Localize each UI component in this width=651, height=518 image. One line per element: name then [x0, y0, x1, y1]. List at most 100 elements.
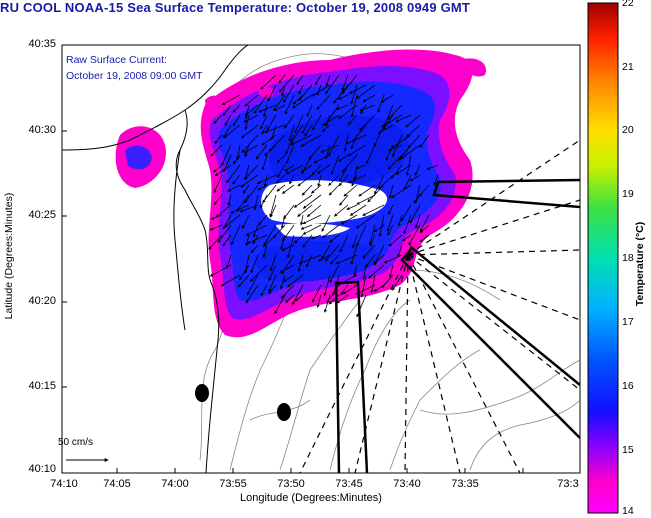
current-vector — [250, 254, 259, 274]
current-vector — [301, 114, 313, 135]
current-vector — [414, 164, 421, 176]
current-vector — [252, 234, 259, 245]
current-vector — [341, 74, 349, 92]
y-tick-label: 40:15 — [28, 380, 56, 392]
current-vector — [340, 214, 358, 225]
current-vector — [415, 214, 421, 229]
current-vector — [381, 114, 403, 128]
current-vector — [260, 74, 277, 90]
current-vector — [317, 254, 331, 262]
current-vector — [277, 164, 286, 178]
current-vector — [389, 264, 394, 278]
current-vector — [238, 274, 250, 288]
current-vector — [400, 204, 412, 222]
colorbar-title: Temperature (°C) — [634, 221, 646, 307]
current-vector — [232, 114, 241, 127]
current-vector — [388, 184, 394, 199]
radar-coverage-outlines — [334, 178, 580, 473]
current-vector — [339, 234, 349, 253]
current-vector — [321, 244, 331, 259]
current-vector — [359, 114, 376, 131]
current-vector — [222, 214, 232, 230]
current-vector — [253, 94, 268, 114]
current-vector — [209, 224, 223, 231]
current-vector — [358, 184, 376, 197]
current-vector — [267, 84, 277, 102]
current-vector — [301, 184, 313, 196]
current-vector — [335, 254, 358, 265]
current-vector — [230, 204, 250, 214]
current-vector — [373, 254, 385, 265]
current-vector — [328, 134, 340, 157]
current-vector — [362, 94, 376, 102]
y-tick-label: 40:30 — [28, 124, 56, 136]
y-tick-label: 40:10 — [28, 463, 56, 475]
current-vector — [281, 84, 286, 97]
current-vector — [285, 144, 295, 165]
current-vector — [300, 214, 304, 226]
current-vector — [333, 204, 349, 217]
current-vector — [263, 174, 268, 188]
current-vector — [241, 134, 259, 153]
current-vector — [308, 144, 322, 160]
current-vector — [336, 294, 349, 304]
current-vector — [321, 114, 340, 126]
x-tick-label: 73:40 — [393, 478, 421, 490]
current-vector — [283, 84, 295, 103]
current-vector — [298, 254, 322, 265]
current-vector — [214, 164, 232, 177]
current-vector — [400, 144, 421, 160]
current-vector — [338, 154, 349, 162]
x-tick-label: 73:55 — [219, 478, 247, 490]
current-vector — [407, 134, 421, 149]
current-vector — [227, 194, 232, 206]
current-vector — [249, 264, 268, 282]
current-vector — [374, 124, 385, 147]
current-vector — [245, 224, 268, 236]
current-vector — [352, 124, 367, 143]
current-vector — [311, 164, 322, 176]
current-vector — [337, 274, 358, 286]
current-vector — [403, 214, 412, 235]
current-vector — [292, 94, 304, 105]
current-vector — [261, 134, 277, 146]
colorbar-tick-label: 14 — [622, 505, 634, 517]
current-vector — [383, 104, 394, 127]
current-vector — [280, 234, 286, 250]
current-vector — [268, 274, 277, 293]
current-vector — [273, 104, 286, 112]
current-vector — [232, 154, 241, 165]
current-vector — [352, 234, 358, 249]
current-vector — [316, 94, 331, 110]
current-vector — [323, 274, 331, 297]
current-vector — [262, 184, 277, 204]
current-vector — [359, 104, 376, 112]
current-vector — [282, 224, 295, 242]
current-vector — [245, 234, 250, 247]
current-vector — [236, 144, 241, 161]
marker-ellipse-1 — [195, 384, 209, 402]
current-vector — [217, 224, 232, 243]
current-vector — [395, 164, 412, 175]
current-vector — [292, 284, 304, 306]
current-vector — [388, 144, 403, 152]
axis-ticks — [61, 44, 524, 474]
current-vector — [268, 284, 277, 295]
current-vector — [409, 204, 421, 224]
colorbar-tick-label: 20 — [622, 124, 634, 136]
current-vector — [262, 104, 268, 118]
scale-label: 50 cm/s — [58, 437, 94, 448]
current-vector — [236, 194, 250, 212]
current-vector — [418, 184, 430, 197]
current-vector — [355, 214, 376, 229]
current-vector — [270, 204, 277, 218]
current-vector — [239, 264, 250, 281]
current-vector — [329, 254, 340, 265]
current-vector — [426, 164, 439, 170]
current-vector — [302, 194, 322, 209]
current-vector — [263, 124, 286, 134]
colorbar-tick-label: 22 — [622, 0, 634, 9]
current-vector — [312, 114, 322, 131]
current-vector — [298, 84, 313, 102]
current-vector — [350, 244, 358, 265]
